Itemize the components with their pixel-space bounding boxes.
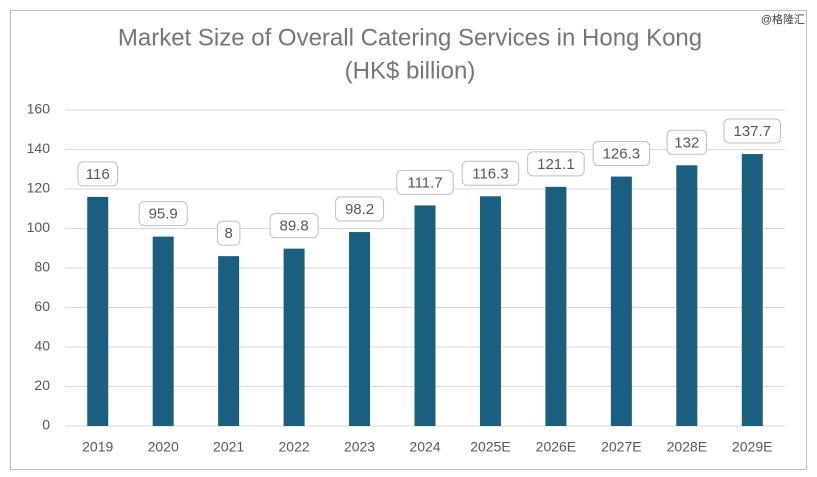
y-tick-label: 120 <box>27 180 51 196</box>
value-label-box <box>592 141 651 167</box>
x-tick-label: 2027E <box>601 439 641 455</box>
value-label-box <box>527 151 585 177</box>
y-tick-label: 140 <box>27 140 51 156</box>
x-tick-label: 2029E <box>732 439 772 455</box>
chart-title: Market Size of Overall Catering Services… <box>118 24 702 51</box>
value-label: 137.7 <box>733 123 771 140</box>
bar <box>349 232 371 426</box>
value-label-box <box>269 213 319 239</box>
y-tick-label: 40 <box>34 338 50 354</box>
x-tick-label: 2021 <box>213 439 244 455</box>
value-label-box <box>396 169 454 195</box>
value-label-box <box>723 118 782 144</box>
x-tick-label: 2020 <box>148 439 179 455</box>
value-label-box <box>461 160 520 186</box>
value-label: 126.3 <box>603 146 641 163</box>
y-tick-label: 0 <box>42 417 50 433</box>
x-tick-label: 2028E <box>667 439 707 455</box>
x-tick-label: 2026E <box>536 439 576 455</box>
value-label: 89.8 <box>279 218 308 235</box>
value-label: 132 <box>674 134 699 151</box>
y-tick-label: 100 <box>27 219 51 235</box>
y-tick-label: 160 <box>27 101 51 117</box>
y-tick-label: 20 <box>34 377 50 393</box>
bar <box>741 154 763 427</box>
chart-border <box>10 10 807 470</box>
value-label: 121.1 <box>537 156 575 173</box>
bar <box>545 186 567 426</box>
value-label: 116.3 <box>472 165 508 182</box>
value-label-box <box>138 201 188 227</box>
value-label-box <box>77 161 118 187</box>
value-label: 95.9 <box>149 206 178 223</box>
x-tick-label: 2023 <box>344 439 375 455</box>
bar <box>283 248 305 426</box>
value-label-box <box>666 129 708 155</box>
bar <box>479 196 501 426</box>
x-tick-label: 2024 <box>409 439 440 455</box>
bar <box>152 236 174 426</box>
bar <box>414 205 436 426</box>
bar <box>610 176 632 426</box>
value-label: 116 <box>86 166 110 183</box>
bar <box>676 165 698 427</box>
value-label-box <box>335 196 385 222</box>
chart-subtitle: (HK$ billion) <box>345 57 476 84</box>
bar <box>87 196 109 426</box>
y-tick-label: 80 <box>34 259 50 275</box>
x-tick-label: 2022 <box>279 439 310 455</box>
value-label: 111.7 <box>407 174 442 191</box>
x-tick-label: 2019 <box>82 439 113 455</box>
bar <box>218 256 240 426</box>
value-label: 98.2 <box>345 201 374 218</box>
watermark: @格隆汇 <box>761 12 805 26</box>
y-tick-label: 60 <box>34 298 50 314</box>
value-label-box <box>216 220 241 246</box>
x-tick-label: 2025E <box>470 439 510 455</box>
value-label: 8 <box>224 225 232 242</box>
